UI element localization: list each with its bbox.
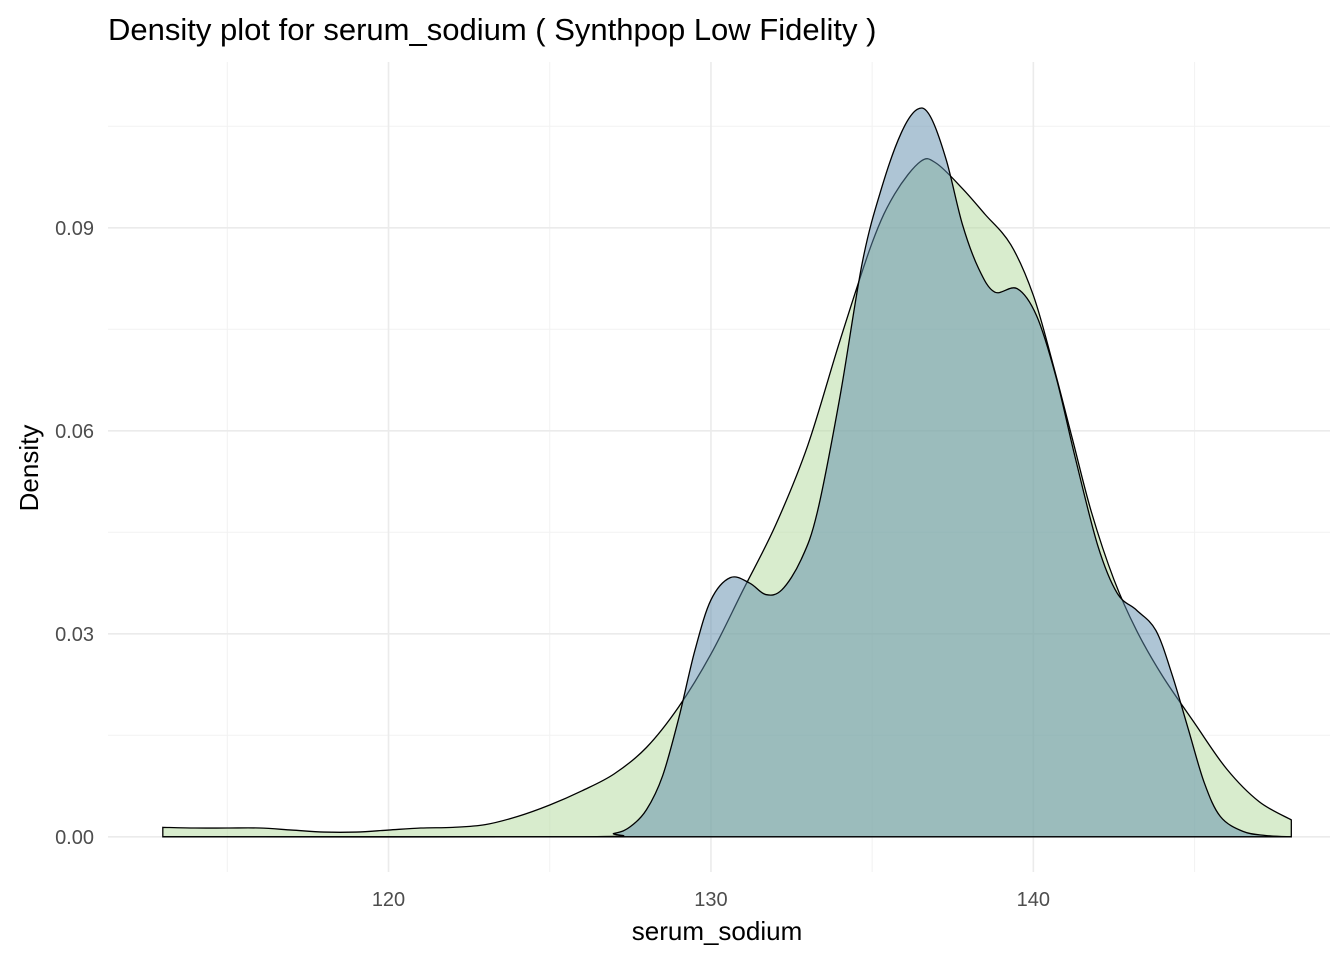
x-tick-label: 130	[694, 889, 727, 911]
chart-title: Density plot for serum_sodium ( Synthpop…	[108, 12, 876, 47]
y-tick-label: 0.00	[55, 827, 94, 849]
x-axis-title: serum_sodium	[632, 916, 803, 946]
x-tick-label: 120	[372, 889, 405, 911]
x-tick-label: 140	[1017, 889, 1050, 911]
x-axis-tick-labels: 120 130 140	[372, 889, 1050, 911]
y-tick-label: 0.03	[55, 624, 94, 646]
y-tick-label: 0.06	[55, 421, 94, 443]
density-area-2	[162, 107, 1292, 838]
y-tick-label: 0.09	[55, 218, 94, 240]
density-series	[162, 107, 1292, 838]
y-axis-title: Density	[14, 425, 44, 512]
y-axis-tick-labels: 0.00 0.03 0.06 0.09	[55, 218, 94, 849]
